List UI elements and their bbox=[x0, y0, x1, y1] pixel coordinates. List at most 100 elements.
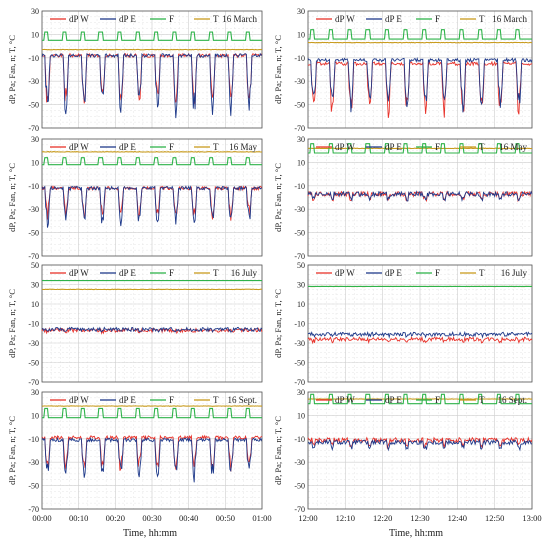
legend-label: dP W bbox=[335, 14, 355, 24]
y-tick-label: 30 bbox=[31, 388, 39, 397]
legend-label: T bbox=[213, 142, 219, 152]
y-tick-label: 10 bbox=[31, 30, 39, 39]
y-tick-label: 30 bbox=[297, 7, 305, 16]
x-tick-label: 00:10 bbox=[69, 513, 88, 523]
date-label: 16 July bbox=[501, 268, 528, 278]
date-label: 16 March bbox=[492, 14, 527, 24]
legend-label: dP E bbox=[119, 268, 136, 278]
series-line-F bbox=[42, 157, 262, 166]
y-tick-label: -50 bbox=[294, 359, 305, 368]
y-axis-label: dP, Pa; Fan, n; T, °C bbox=[273, 163, 283, 232]
plot-frame bbox=[307, 264, 533, 383]
y-axis-label: dP, Pa; Fan, n; T, °C bbox=[7, 163, 17, 232]
legend-label: dP E bbox=[119, 142, 136, 152]
series-line-dPE bbox=[307, 438, 532, 452]
y-tick-label: -70 bbox=[28, 252, 39, 261]
y-axis-label: dP, Pa; Fan, n; T, °C bbox=[7, 416, 17, 485]
y-tick-label: 30 bbox=[297, 135, 305, 144]
series-line-T bbox=[307, 147, 533, 150]
date-label: 16 May bbox=[499, 142, 527, 152]
series-line-dPE bbox=[41, 436, 263, 483]
date-label: 16 May bbox=[229, 142, 257, 152]
legend-label: T bbox=[479, 268, 485, 278]
series-line-dPE bbox=[41, 326, 263, 333]
y-tick-label: 10 bbox=[297, 30, 305, 39]
plot-frame bbox=[307, 10, 533, 129]
y-tick-label: -50 bbox=[294, 482, 305, 491]
legend-label: F bbox=[169, 14, 174, 24]
series-line-dPW bbox=[307, 60, 533, 118]
series-line-dPE bbox=[307, 330, 533, 339]
y-tick-label: -30 bbox=[294, 77, 305, 86]
legend-label: T bbox=[479, 142, 485, 152]
y-tick-label: -10 bbox=[28, 320, 39, 329]
y-tick-label: 50 bbox=[297, 261, 305, 270]
y-tick-label: -30 bbox=[28, 77, 39, 86]
y-axis-label: dP, Pa; Fan, n; T, °C bbox=[273, 416, 283, 485]
y-tick-label: -10 bbox=[28, 435, 39, 444]
series-line-F bbox=[308, 393, 532, 405]
series-line-dPE bbox=[307, 56, 533, 113]
y-tick-label: 10 bbox=[31, 411, 39, 420]
legend-label: F bbox=[435, 395, 440, 405]
y-tick-label: -70 bbox=[294, 124, 305, 133]
y-axis-label: dP, Pa; Fan, n; T, °C bbox=[273, 289, 283, 358]
legend-label: dP E bbox=[385, 268, 402, 278]
legend-label: dP E bbox=[385, 395, 402, 405]
x-tick-label: 12:00 bbox=[298, 513, 317, 523]
y-tick-label: -10 bbox=[294, 435, 305, 444]
legend-label: T bbox=[479, 14, 485, 24]
y-tick-label: 30 bbox=[31, 7, 39, 16]
y-tick-label: -70 bbox=[294, 378, 305, 387]
plot-frame bbox=[41, 138, 263, 257]
y-tick-label: -10 bbox=[294, 182, 305, 191]
y-tick-label: -30 bbox=[294, 458, 305, 467]
y-tick-label: -70 bbox=[294, 505, 305, 514]
legend-label: F bbox=[435, 142, 440, 152]
legend-label: T bbox=[213, 14, 219, 24]
legend-label: F bbox=[169, 268, 174, 278]
legend-label: dP E bbox=[119, 395, 136, 405]
legend-label: F bbox=[435, 268, 440, 278]
y-tick-label: 10 bbox=[31, 158, 39, 167]
series-line-F bbox=[308, 143, 532, 154]
series-line-dPW bbox=[41, 434, 263, 472]
series-line-F bbox=[42, 407, 262, 419]
x-tick-label: 01:00 bbox=[252, 513, 271, 523]
y-tick-label: -70 bbox=[28, 505, 39, 514]
y-tick-label: -10 bbox=[294, 54, 305, 63]
plot-frame bbox=[41, 10, 263, 129]
y-tick-label: 10 bbox=[31, 300, 39, 309]
chart-panel-left-4: 30 10 -10 -30 -50 -70 dP, Pa; Fan, n; T, °C 00:… bbox=[7, 388, 272, 523]
plot-frame bbox=[41, 264, 263, 383]
x-tick-label: 00:40 bbox=[179, 513, 198, 523]
y-tick-label: 10 bbox=[297, 300, 305, 309]
x-axis-label-right: Time, hh:mm bbox=[389, 528, 443, 539]
chart-panel-right-2: 30 10 -10 -30 -50 -70 dP, Pa; Fan, n; T, °C dP … bbox=[273, 135, 533, 261]
y-tick-label: 30 bbox=[297, 388, 305, 397]
legend-label: dP W bbox=[69, 14, 89, 24]
y-tick-label: -50 bbox=[28, 359, 39, 368]
y-tick-label: -30 bbox=[294, 339, 305, 348]
series-line-dPW bbox=[307, 335, 533, 345]
x-tick-label: 12:50 bbox=[485, 513, 504, 523]
y-axis-label: dP, Pa; Fan, n; T, °C bbox=[273, 35, 283, 104]
legend-label: dP W bbox=[335, 268, 355, 278]
chart-panel-right-3: 50 30 10 -10 -30 -50 -70 dP, Pa; Fan, n; T, °C d… bbox=[273, 261, 533, 387]
series-line-dPE bbox=[307, 190, 533, 203]
plot-frame bbox=[41, 391, 263, 510]
legend-label: dP E bbox=[385, 142, 402, 152]
legend-label: dP W bbox=[69, 395, 89, 405]
x-tick-label: 12:10 bbox=[336, 513, 355, 523]
legend-label: dP W bbox=[69, 142, 89, 152]
date-label: 16 March bbox=[222, 14, 257, 24]
y-tick-label: -50 bbox=[28, 229, 39, 238]
series-line-T bbox=[307, 398, 532, 400]
chart-panel-left-1: 30 10 -10 -30 -50 -70 dP, Pa; Fan, n; T, °C dP … bbox=[7, 7, 263, 133]
y-tick-label: -70 bbox=[28, 378, 39, 387]
legend-label: F bbox=[169, 142, 174, 152]
chart-panel-left-2: 30 10 -10 -30 -50 -70 dP, Pa; Fan, n; T, °C dP … bbox=[7, 135, 263, 261]
legend-label: F bbox=[435, 14, 440, 24]
plot-frame bbox=[307, 391, 533, 510]
